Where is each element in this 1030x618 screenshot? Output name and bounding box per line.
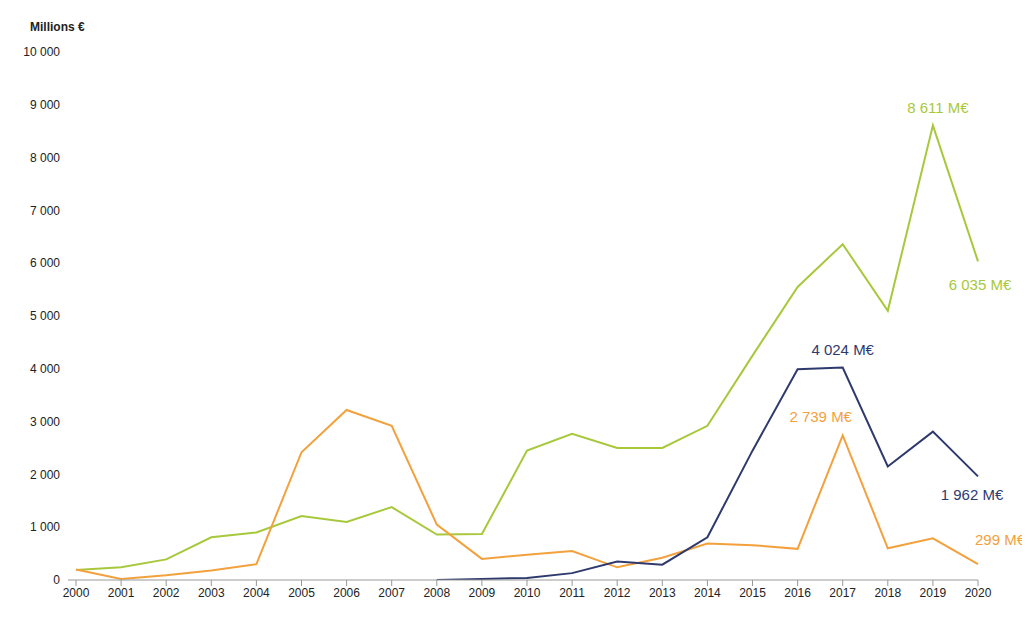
svg-text:7 000: 7 000 — [30, 204, 60, 218]
svg-text:2019: 2019 — [920, 586, 947, 600]
svg-text:0: 0 — [53, 573, 60, 587]
svg-text:2006: 2006 — [333, 586, 360, 600]
svg-text:2004: 2004 — [243, 586, 270, 600]
svg-text:2001: 2001 — [108, 586, 135, 600]
svg-text:8 000: 8 000 — [30, 151, 60, 165]
svg-text:299 M€: 299 M€ — [975, 531, 1022, 548]
html-text:Millions €: Millions € — [30, 20, 85, 34]
svg-text:2010: 2010 — [514, 586, 541, 600]
svg-text:10 000: 10 000 — [23, 45, 60, 59]
svg-text:2013: 2013 — [649, 586, 676, 600]
svg-text:1 000: 1 000 — [30, 520, 60, 534]
svg-text:2016: 2016 — [784, 586, 811, 600]
svg-text:3 000: 3 000 — [30, 415, 60, 429]
svg-text:9 000: 9 000 — [30, 98, 60, 112]
svg-text:2018: 2018 — [874, 586, 901, 600]
svg-text:2002: 2002 — [153, 586, 180, 600]
svg-text:2007: 2007 — [378, 586, 405, 600]
svg-text:2000: 2000 — [63, 586, 90, 600]
svg-text:6 035 M€: 6 035 M€ — [949, 276, 1012, 293]
svg-text:2014: 2014 — [694, 586, 721, 600]
svg-text:6 000: 6 000 — [30, 256, 60, 270]
svg-text:2011: 2011 — [559, 586, 585, 600]
svg-text:4 024 M€: 4 024 M€ — [811, 341, 874, 358]
svg-text:2005: 2005 — [288, 586, 315, 600]
svg-text:2003: 2003 — [198, 586, 225, 600]
svg-text:5 000: 5 000 — [30, 309, 60, 323]
svg-text:2008: 2008 — [423, 586, 450, 600]
svg-text:8 611 M€: 8 611 M€ — [907, 99, 969, 116]
svg-text:2009: 2009 — [469, 586, 496, 600]
svg-text:2020: 2020 — [965, 586, 992, 600]
svg-text:1 962 M€: 1 962 M€ — [941, 486, 1004, 503]
svg-text:2 739 M€: 2 739 M€ — [789, 408, 852, 425]
svg-text:2015: 2015 — [739, 586, 766, 600]
svg-text:2012: 2012 — [604, 586, 631, 600]
svg-text:2017: 2017 — [829, 586, 856, 600]
svg-text:2 000: 2 000 — [30, 468, 60, 482]
svg-text:4 000: 4 000 — [30, 362, 60, 376]
